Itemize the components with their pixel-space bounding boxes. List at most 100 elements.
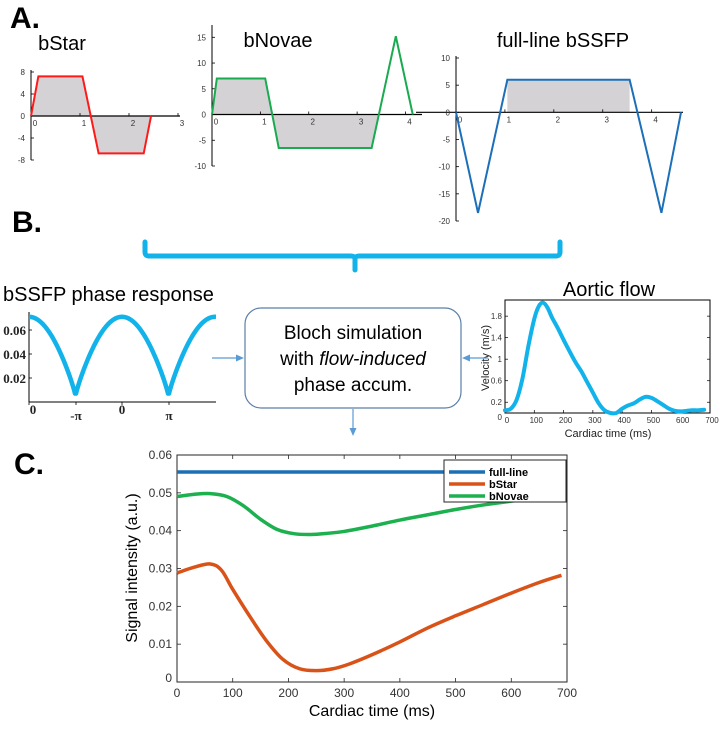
x-tick-label: 0 bbox=[174, 686, 181, 700]
x-tick-label: 200 bbox=[559, 416, 573, 425]
x-tick-label: 0 bbox=[505, 416, 510, 425]
panel-c-label: C. bbox=[14, 448, 44, 481]
series-line-bstar bbox=[176, 562, 562, 673]
y-tick-label: 8 bbox=[21, 68, 26, 77]
bloch-simulation-box: Bloch simulation with flow-induced phase… bbox=[244, 307, 462, 409]
bracket-connector bbox=[142, 239, 563, 273]
fullline-gradient-plot: full-line bSSFP 10 5 0 -5 -10 -15 -20 0 1 2 3 4 bbox=[416, 30, 683, 226]
y-tick-label: 0.04 bbox=[149, 524, 173, 538]
y-axis-label: Signal intensity (a.u.) bbox=[124, 493, 141, 642]
y-tick-label: 1.8 bbox=[491, 312, 503, 321]
x-axis-label: Cardiac time (ms) bbox=[309, 703, 435, 720]
y-tick-label: 5 bbox=[446, 81, 451, 90]
y-tick-label: 10 bbox=[441, 54, 450, 63]
y-tick-label: -5 bbox=[199, 136, 207, 145]
x-tick-label: 1 bbox=[262, 118, 267, 127]
gradient-area-fill bbox=[507, 79, 630, 113]
plot-title: bStar bbox=[38, 33, 86, 55]
gradient-waveform-line bbox=[455, 78, 682, 214]
x-tick-label: 300 bbox=[588, 416, 602, 425]
bloch-box-line3: phase accum. bbox=[294, 375, 412, 396]
bloch-box-line2-italic: flow-induced bbox=[319, 349, 427, 370]
y-tick-label: 0.06 bbox=[149, 448, 173, 462]
x-tick-label: 200 bbox=[278, 686, 298, 700]
gradient-waveform-line bbox=[30, 75, 153, 155]
x-tick-label: 0 bbox=[119, 402, 126, 417]
y-tick-label: -5 bbox=[443, 136, 451, 145]
bstar-gradient-plot: bStar 8 4 0 -4 -8 0 1 2 3 bbox=[18, 33, 185, 165]
bnovae-gradient-plot: bNovae 15 10 5 0 -5 -10 0 1 2 3 4 bbox=[194, 25, 422, 171]
y-tick-label: 10 bbox=[197, 59, 206, 68]
plot-title: bNovae bbox=[244, 30, 313, 52]
x-tick-label: 1 bbox=[507, 115, 512, 124]
y-tick-label: -4 bbox=[18, 134, 26, 143]
arrow-phase-to-box bbox=[212, 354, 244, 362]
y-tick-label: 0.01 bbox=[149, 637, 173, 651]
y-tick-label: 0.02 bbox=[149, 599, 173, 613]
x-tick-label: 1 bbox=[82, 119, 87, 128]
legend-entry: bNovae bbox=[489, 491, 529, 503]
panel-a-label: A. bbox=[10, 2, 40, 35]
arrow-flow-to-box bbox=[462, 354, 488, 362]
y-tick-label: 0 bbox=[498, 413, 503, 422]
gradient-area-fill bbox=[212, 78, 379, 148]
x-tick-label: 0 bbox=[214, 118, 219, 127]
y-tick-label: -20 bbox=[438, 217, 450, 226]
x-tick-label: 700 bbox=[705, 416, 719, 425]
legend-entry: full-line bbox=[489, 467, 528, 479]
legend-entry: bStar bbox=[489, 479, 518, 491]
x-tick-label: 700 bbox=[557, 686, 577, 700]
x-tick-label: 400 bbox=[617, 416, 631, 425]
y-tick-label: 5 bbox=[202, 85, 207, 94]
x-tick-label: π bbox=[165, 408, 172, 423]
x-tick-label: 100 bbox=[530, 416, 544, 425]
x-tick-label: 500 bbox=[647, 416, 661, 425]
y-tick-label: 0.05 bbox=[149, 486, 173, 500]
y-tick-label: 1.4 bbox=[491, 334, 503, 343]
panel-b-label: B. bbox=[12, 206, 42, 239]
phase-response-line bbox=[27, 314, 218, 396]
x-tick-label: 2 bbox=[311, 118, 316, 127]
x-tick-label: 300 bbox=[334, 686, 354, 700]
y-tick-label: -10 bbox=[438, 163, 450, 172]
phase-response-plot: bSSFP phase response 0.06 0.04 0.02 0 -π 0 π bbox=[3, 284, 218, 423]
bloch-box-border bbox=[244, 307, 462, 409]
x-tick-label: 0 bbox=[30, 402, 37, 417]
signal-intensity-plot: 0 0.01 0.02 0.03 0.04 0.05 0.06 0 100 200 300 400 50… bbox=[124, 448, 577, 720]
gradient-area-fill bbox=[31, 76, 152, 154]
x-tick-label: 0 bbox=[458, 115, 463, 124]
x-tick-label: 3 bbox=[180, 119, 185, 128]
x-axis-label: Cardiac time (ms) bbox=[565, 428, 652, 440]
plot-title: bSSFP phase response bbox=[3, 284, 214, 306]
x-tick-label: 400 bbox=[390, 686, 410, 700]
y-tick-label: -10 bbox=[194, 162, 206, 171]
arrow-box-to-signal bbox=[349, 409, 357, 436]
y-tick-label: 0 bbox=[165, 671, 172, 685]
bloch-box-line2: with flow-induced bbox=[279, 349, 427, 370]
x-tick-label: 600 bbox=[501, 686, 521, 700]
y-tick-label: 0 bbox=[21, 112, 26, 121]
y-tick-label: 0.03 bbox=[149, 562, 173, 576]
y-tick-label: 0.04 bbox=[3, 347, 26, 362]
x-tick-label: 3 bbox=[605, 115, 610, 124]
y-tick-label: 0.6 bbox=[491, 377, 503, 386]
y-tick-label: 0.02 bbox=[3, 371, 26, 386]
plot-title: Aortic flow bbox=[563, 279, 656, 301]
x-tick-label: -π bbox=[70, 408, 81, 423]
y-tick-label: 0 bbox=[202, 111, 207, 120]
y-tick-label: 0 bbox=[446, 108, 451, 117]
y-tick-label: 1 bbox=[498, 355, 503, 364]
x-tick-label: 500 bbox=[446, 686, 466, 700]
y-tick-label: -15 bbox=[438, 190, 450, 199]
plot-title: full-line bSSFP bbox=[497, 30, 629, 52]
x-tick-label: 3 bbox=[359, 118, 364, 127]
bloch-box-line2-prefix: with bbox=[279, 349, 319, 370]
gradient-waveform-line bbox=[211, 36, 414, 149]
y-tick-label: 0.2 bbox=[491, 398, 503, 407]
series-line-bnovae bbox=[176, 491, 562, 537]
velocity-line bbox=[503, 300, 707, 416]
x-tick-label: 4 bbox=[653, 115, 658, 124]
y-tick-label: 15 bbox=[197, 33, 206, 42]
